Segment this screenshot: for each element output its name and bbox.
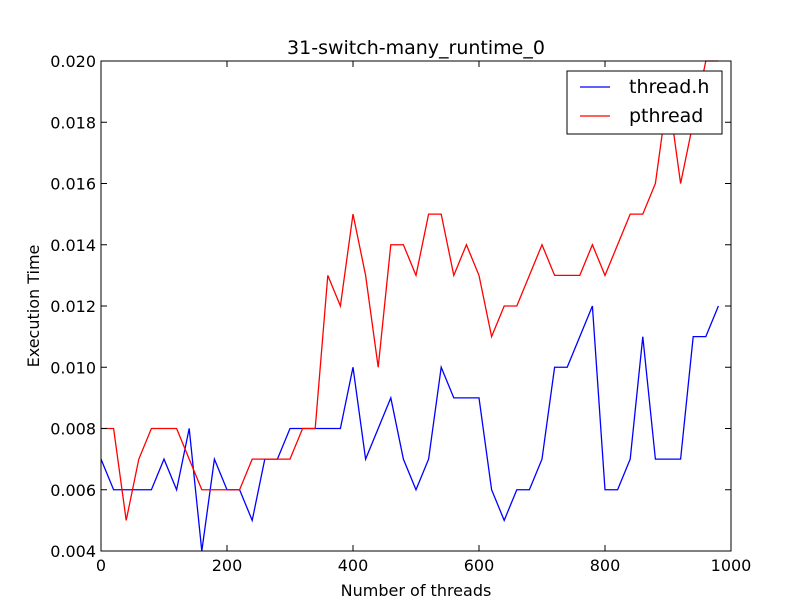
y-tick-label: 0.016 xyxy=(50,175,96,194)
y-tick-label: 0.020 xyxy=(50,52,96,71)
legend-label: pthread xyxy=(629,105,703,127)
series-line-pthread xyxy=(101,60,719,521)
x-tick-label: 0 xyxy=(96,556,106,575)
x-tick-label: 400 xyxy=(338,556,369,575)
x-axis-label: Number of threads xyxy=(341,581,492,600)
chart-title: 31-switch-many_runtime_0 xyxy=(287,37,545,59)
x-tick-label: 1000 xyxy=(711,556,752,575)
legend-label: thread.h xyxy=(629,76,709,98)
x-tick-label: 800 xyxy=(590,556,621,575)
x-axis-ticks: 0 200 400 600 800 1000 xyxy=(96,61,751,575)
y-tick-label: 0.018 xyxy=(50,113,96,132)
series-layer xyxy=(100,60,720,552)
y-axis-label: Execution Time xyxy=(24,245,43,368)
legend: thread.h pthread xyxy=(566,70,723,135)
x-tick-label: 600 xyxy=(464,556,495,575)
y-tick-label: 0.008 xyxy=(50,420,96,439)
y-axis-ticks: 0.004 0.006 0.008 0.010 0.012 0.014 0.016 0.018… xyxy=(50,52,731,561)
series-line-thread-h xyxy=(100,305,720,552)
y-tick-label: 0.010 xyxy=(50,358,96,377)
y-tick-label: 0.012 xyxy=(50,297,96,316)
y-tick-label: 0.014 xyxy=(50,236,96,255)
y-tick-label: 0.006 xyxy=(50,481,96,500)
y-tick-label: 0.004 xyxy=(50,542,96,561)
x-tick-label: 200 xyxy=(212,556,243,575)
legend-box xyxy=(566,70,723,135)
